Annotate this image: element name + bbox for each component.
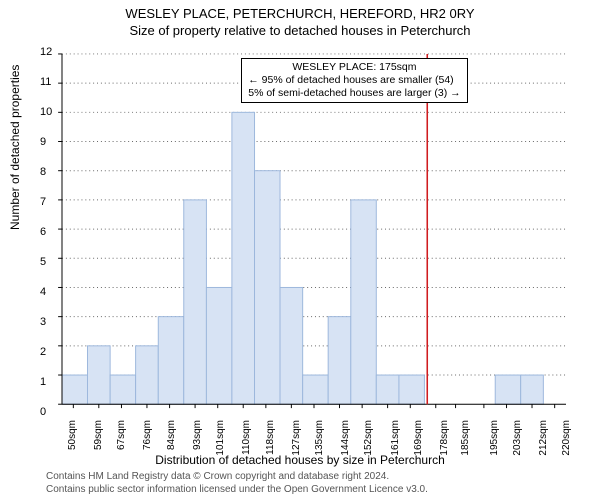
y-axis-label: Number of detached properties	[8, 65, 22, 230]
x-axis-label: Distribution of detached houses by size …	[0, 453, 600, 467]
y-tick-label: 1	[40, 376, 78, 388]
y-tick-label: 10	[40, 106, 78, 118]
annotation-title: WESLEY PLACE: 175sqm	[248, 61, 460, 74]
y-tick-label: 2	[40, 346, 78, 358]
annotation-box: WESLEY PLACE: 175sqm ← 95% of detached h…	[241, 58, 467, 103]
y-tick-label: 11	[40, 76, 78, 88]
title-block: WESLEY PLACE, PETERCHURCH, HEREFORD, HR2…	[0, 0, 600, 38]
chart-subtitle: Size of property relative to detached ho…	[0, 23, 600, 38]
y-tick-label: 0	[40, 406, 78, 418]
y-tick-label: 12	[40, 46, 78, 58]
footer-line-2: Contains public sector information licen…	[46, 484, 428, 497]
annotation-smaller: ← 95% of detached houses are smaller (54…	[248, 74, 460, 87]
footer-attribution: Contains HM Land Registry data © Crown c…	[46, 471, 428, 496]
y-tick-label: 7	[40, 196, 78, 208]
y-tick-label: 8	[40, 166, 78, 178]
chart-area: WESLEY PLACE: 175sqm ← 95% of detached h…	[55, 52, 573, 412]
chart-title: WESLEY PLACE, PETERCHURCH, HEREFORD, HR2…	[0, 6, 600, 21]
footer-line-1: Contains HM Land Registry data © Crown c…	[46, 471, 428, 484]
y-tick-label: 9	[40, 136, 78, 148]
histogram-plot	[55, 52, 573, 412]
y-tick-label: 3	[40, 316, 78, 328]
y-tick-label: 5	[40, 256, 78, 268]
y-tick-label: 6	[40, 226, 78, 238]
chart-container: WESLEY PLACE, PETERCHURCH, HEREFORD, HR2…	[0, 0, 600, 500]
y-tick-label: 4	[40, 286, 78, 298]
annotation-larger: 5% of semi-detached houses are larger (3…	[248, 87, 460, 100]
